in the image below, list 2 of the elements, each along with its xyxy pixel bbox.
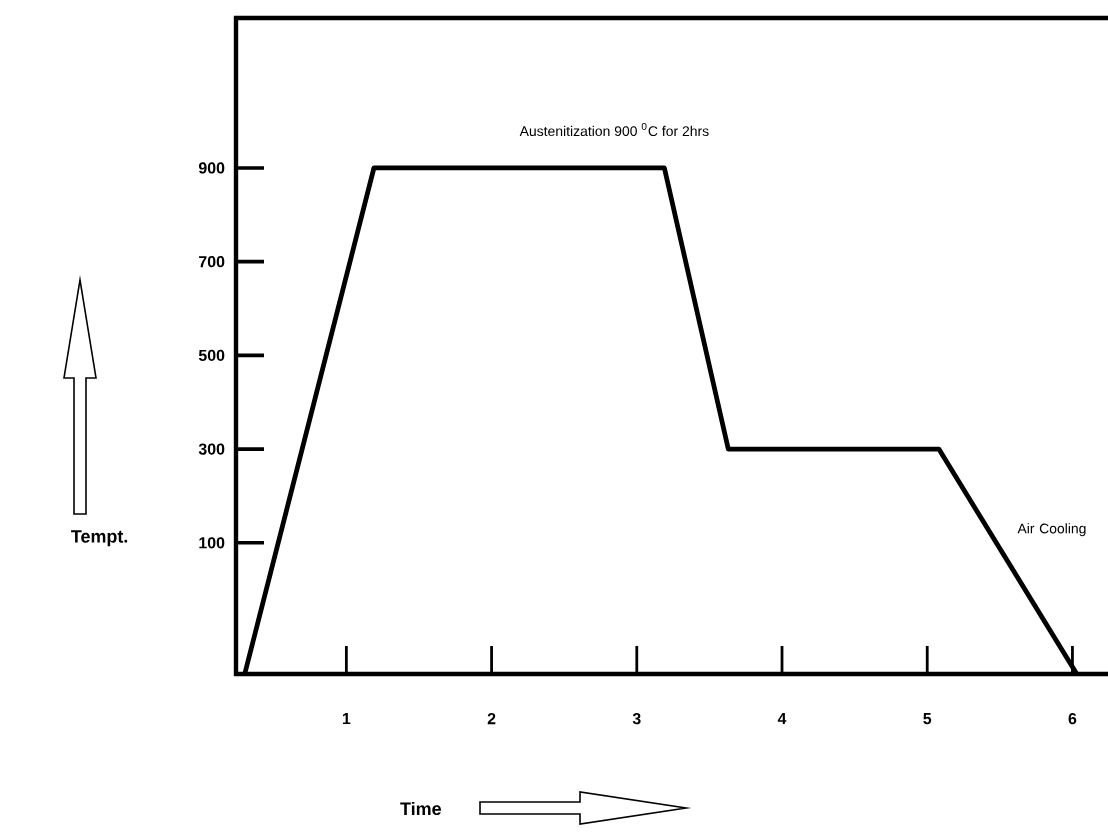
- y-axis-title: Tempt.: [71, 530, 128, 547]
- x-axis-title: Time: [400, 801, 441, 816]
